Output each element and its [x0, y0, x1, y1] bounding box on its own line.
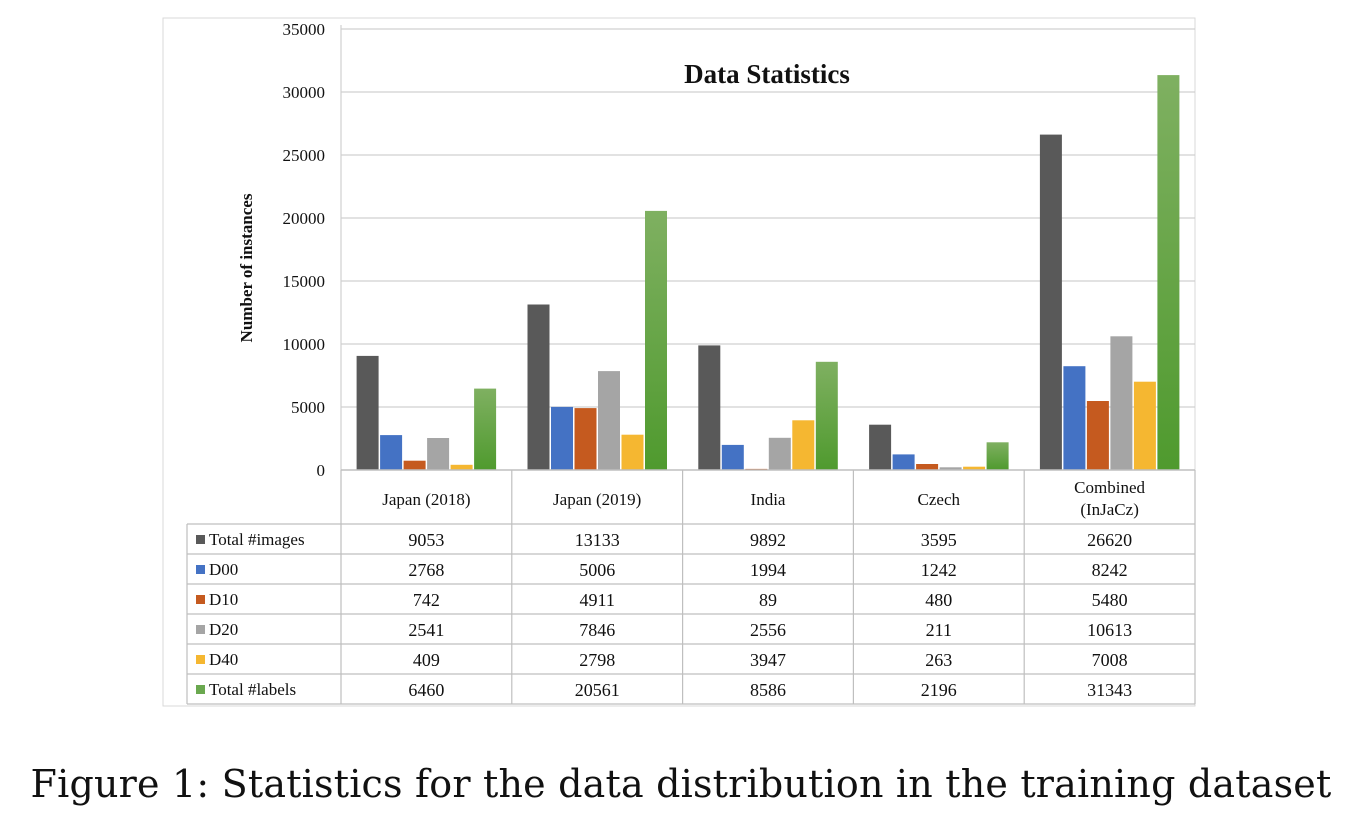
legend-swatch — [196, 685, 205, 694]
table-cell: 2541 — [408, 620, 444, 640]
table-cell: 31343 — [1087, 680, 1132, 700]
table-cell: 263 — [925, 650, 952, 670]
legend-swatch — [196, 535, 205, 544]
bar — [474, 388, 497, 470]
bar — [1133, 381, 1156, 470]
table-cell: 10613 — [1087, 620, 1132, 640]
chart-title: Data Statistics — [684, 59, 850, 89]
legend-label: Total #images — [209, 530, 305, 549]
table-cell: 480 — [925, 590, 952, 610]
y-tick-label: 0 — [317, 461, 326, 480]
legend-label: D40 — [209, 650, 238, 669]
category-label: Japan (2018) — [382, 490, 470, 509]
bar — [450, 464, 473, 470]
table-cell: 2556 — [750, 620, 786, 640]
table-cell: 7846 — [579, 620, 615, 640]
table-cell: 3595 — [921, 530, 957, 550]
table-cell: 26620 — [1087, 530, 1132, 550]
table-cell: 8242 — [1092, 560, 1128, 580]
bar — [645, 210, 667, 470]
table-cell: 211 — [926, 620, 952, 640]
bar — [427, 438, 450, 470]
y-tick-label: 15000 — [283, 272, 326, 291]
bar — [963, 466, 986, 470]
bar — [551, 406, 573, 470]
y-tick-label: 20000 — [283, 209, 326, 228]
y-tick-label: 5000 — [291, 398, 325, 417]
legend-swatch — [196, 595, 205, 604]
chart-frame — [162, 17, 1196, 707]
legend-swatch — [196, 565, 205, 574]
table-cell: 8586 — [750, 680, 786, 700]
bar — [1063, 366, 1086, 470]
legend-label: D00 — [209, 560, 238, 579]
bar — [869, 424, 892, 470]
bar — [380, 435, 403, 470]
bar — [721, 444, 744, 470]
y-tick-label: 30000 — [283, 83, 326, 102]
table-cell: 4911 — [580, 590, 615, 610]
table-cell: 409 — [413, 650, 440, 670]
bar — [768, 437, 791, 470]
table-cell: 6460 — [408, 680, 444, 700]
y-axis-label: Number of instances — [237, 193, 256, 342]
category-label: India — [751, 490, 786, 509]
table-cell: 1242 — [921, 560, 957, 580]
table-cell: 2196 — [921, 680, 957, 700]
bar — [986, 442, 1009, 470]
bar — [1157, 75, 1180, 470]
bar — [621, 434, 644, 470]
legend-label: D20 — [209, 620, 238, 639]
legend-label: D10 — [209, 590, 238, 609]
legend-swatch — [196, 655, 205, 664]
chart: 0 5000 10000 15000 20000 25000 30000 35000 Data … — [162, 17, 1196, 707]
table-cell: 9053 — [408, 530, 444, 550]
category-label: Japan (2019) — [553, 490, 641, 509]
bar — [1039, 134, 1062, 470]
table-cell: 742 — [413, 590, 440, 610]
category-label: Combined (InJaCz) — [1074, 478, 1145, 519]
bar — [527, 304, 550, 470]
bar — [574, 408, 597, 470]
figure-caption: Figure 1: Statistics for the data distri… — [30, 762, 1332, 806]
bar — [356, 355, 379, 470]
bar — [792, 420, 815, 470]
bar — [698, 345, 721, 470]
bar — [1110, 336, 1133, 470]
table-cell: 2768 — [408, 560, 444, 580]
bar — [939, 467, 962, 470]
table-cell: 9892 — [750, 530, 786, 550]
y-tick-label: 10000 — [283, 335, 326, 354]
table-cell: 5006 — [579, 560, 615, 580]
table-cell: 1994 — [750, 560, 786, 580]
bar — [598, 371, 620, 470]
bar — [815, 361, 838, 470]
y-tick-label: 25000 — [283, 146, 326, 165]
bar — [892, 454, 915, 470]
table-cell: 2798 — [579, 650, 615, 670]
category-label: Czech — [918, 490, 961, 509]
table-cell: 13133 — [575, 530, 620, 550]
legend-swatch — [196, 625, 205, 634]
table-cell: 89 — [759, 590, 777, 610]
y-tick-label: 35000 — [283, 20, 326, 39]
bar — [916, 464, 939, 470]
bar — [1086, 401, 1109, 470]
table-cell: 7008 — [1092, 650, 1128, 670]
table-cell: 3947 — [750, 650, 786, 670]
bar — [403, 460, 426, 470]
table-cell: 5480 — [1092, 590, 1128, 610]
table-cell: 20561 — [575, 680, 620, 700]
legend-label: Total #labels — [209, 680, 296, 699]
